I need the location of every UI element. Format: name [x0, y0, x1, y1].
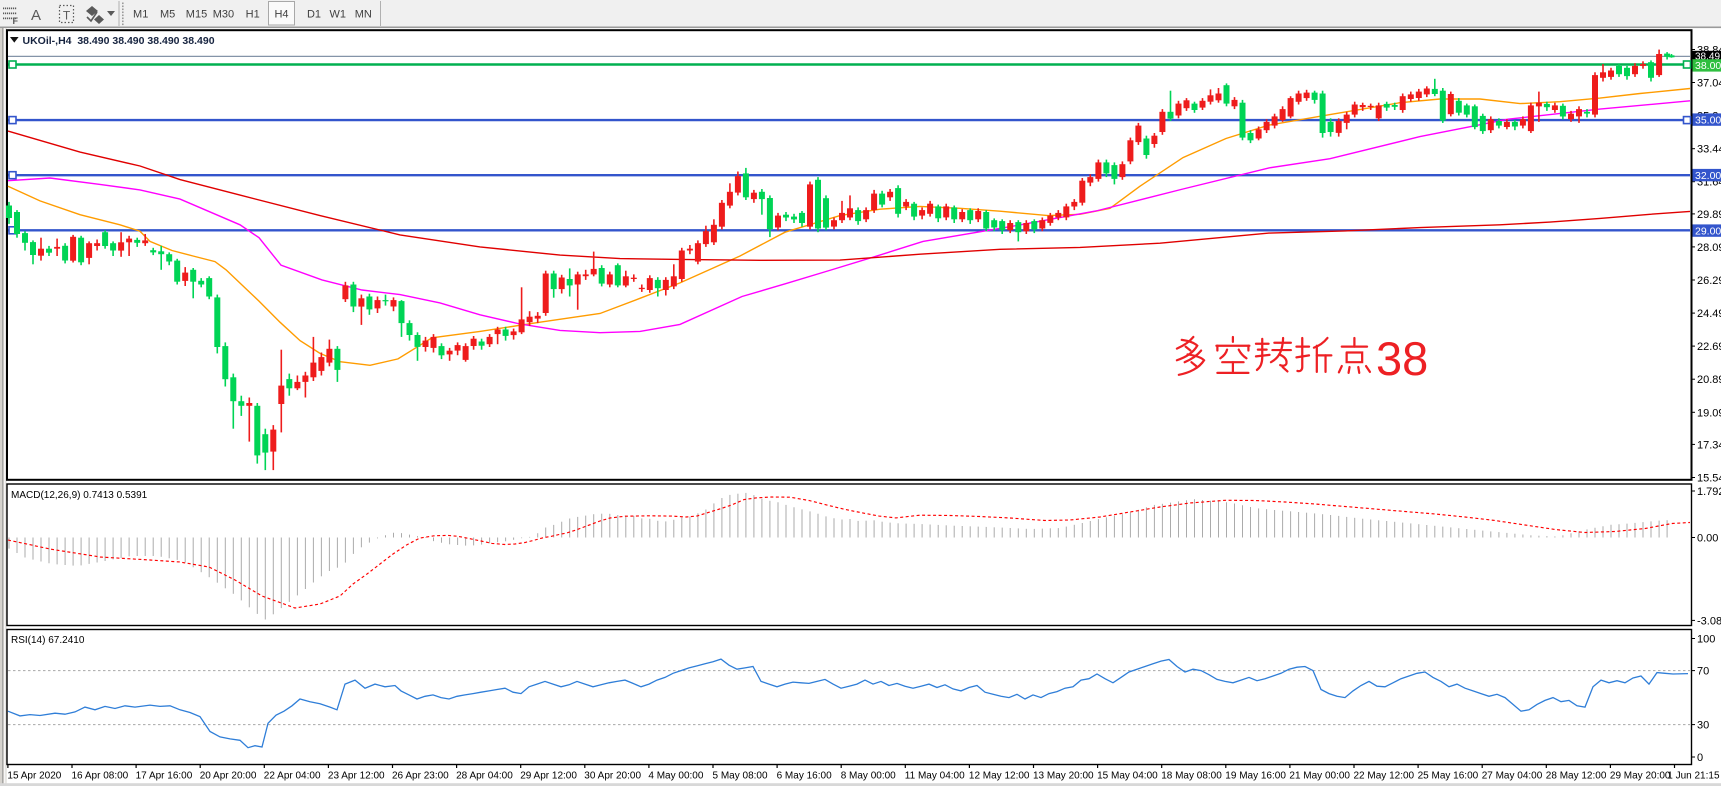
svg-text:17.346: 17.346	[1697, 439, 1721, 451]
svg-text:18 May 08:00: 18 May 08:00	[1161, 771, 1222, 782]
svg-text:28 May 12:00: 28 May 12:00	[1546, 771, 1607, 782]
svg-text:28.096: 28.096	[1697, 242, 1721, 254]
svg-text:6 May 16:00: 6 May 16:00	[777, 771, 832, 782]
svg-text:5 May 08:00: 5 May 08:00	[713, 771, 768, 782]
svg-text:27 May 04:00: 27 May 04:00	[1482, 771, 1543, 782]
svg-text:70: 70	[1697, 666, 1709, 678]
svg-text:M5: M5	[160, 9, 175, 21]
svg-text:30: 30	[1697, 720, 1709, 732]
svg-text:1 Jun 21:15: 1 Jun 21:15	[1667, 771, 1720, 782]
svg-text:MACD(12,26,9) 0.7413 0.5391: MACD(12,26,9) 0.7413 0.5391	[11, 490, 148, 501]
svg-text:26.296: 26.296	[1697, 275, 1721, 287]
svg-text:21 May 00:00: 21 May 00:00	[1289, 771, 1350, 782]
svg-text:M15: M15	[186, 9, 207, 21]
svg-text:8 May 00:00: 8 May 00:00	[841, 771, 896, 782]
svg-text:29.896: 29.896	[1697, 209, 1721, 221]
svg-text:15 May 04:00: 15 May 04:00	[1097, 771, 1158, 782]
svg-text:15.546: 15.546	[1697, 473, 1721, 485]
svg-text:22 Apr 04:00: 22 Apr 04:00	[264, 771, 321, 782]
svg-text:A: A	[31, 7, 41, 24]
svg-text:H4: H4	[274, 9, 288, 21]
svg-text:16 Apr 08:00: 16 Apr 08:00	[72, 771, 129, 782]
svg-text:4 May 00:00: 4 May 00:00	[648, 771, 703, 782]
svg-text:37.046: 37.046	[1697, 78, 1721, 90]
svg-text:32.00: 32.00	[1695, 170, 1721, 182]
svg-text:0.00: 0.00	[1697, 533, 1718, 545]
svg-text:1.7925: 1.7925	[1697, 486, 1721, 498]
svg-text:20.896: 20.896	[1697, 374, 1721, 386]
svg-text:D1: D1	[307, 9, 321, 21]
svg-text:F: F	[13, 16, 19, 26]
svg-text:29.00: 29.00	[1695, 225, 1721, 237]
svg-text:W1: W1	[330, 9, 347, 21]
svg-text:20 Apr 20:00: 20 Apr 20:00	[200, 771, 257, 782]
svg-text:11 May 04:00: 11 May 04:00	[905, 771, 965, 782]
svg-text:38: 38	[1376, 332, 1428, 385]
svg-text:29 Apr 12:00: 29 Apr 12:00	[520, 771, 577, 782]
svg-text:RSI(14) 67.2410: RSI(14) 67.2410	[11, 635, 85, 646]
svg-text:29 May 20:00: 29 May 20:00	[1610, 771, 1671, 782]
svg-text:15 Apr 2020: 15 Apr 2020	[7, 771, 61, 782]
svg-text:H1: H1	[246, 9, 260, 21]
svg-text:MN: MN	[355, 9, 372, 21]
svg-text:13 May 20:00: 13 May 20:00	[1033, 771, 1094, 782]
svg-text:UKOil-,H4 38.490 38.490 38.49: UKOil-,H4 38.490 38.490 38.490 38.490	[23, 35, 215, 47]
svg-text:22 May 12:00: 22 May 12:00	[1354, 771, 1415, 782]
svg-text:100: 100	[1697, 634, 1715, 646]
svg-text:25 May 16:00: 25 May 16:00	[1418, 771, 1479, 782]
svg-text:28 Apr 04:00: 28 Apr 04:00	[456, 771, 513, 782]
svg-text:T: T	[63, 9, 71, 23]
svg-text:23 Apr 12:00: 23 Apr 12:00	[328, 771, 385, 782]
svg-text:33.446: 33.446	[1697, 144, 1721, 156]
svg-text:19 May 16:00: 19 May 16:00	[1225, 771, 1286, 782]
svg-text:19.096: 19.096	[1697, 407, 1721, 419]
svg-text:12 May 12:00: 12 May 12:00	[969, 771, 1030, 782]
svg-text:35.00: 35.00	[1695, 114, 1721, 126]
svg-text:M30: M30	[213, 9, 234, 21]
svg-text:38.00: 38.00	[1695, 60, 1721, 72]
svg-text:17 Apr 16:00: 17 Apr 16:00	[136, 771, 193, 782]
svg-text:-3.081: -3.081	[1697, 615, 1721, 627]
svg-text:30 Apr 20:00: 30 Apr 20:00	[584, 771, 641, 782]
svg-text:22.696: 22.696	[1697, 341, 1721, 353]
svg-text:26 Apr 23:00: 26 Apr 23:00	[392, 771, 449, 782]
svg-text:0: 0	[1697, 752, 1703, 764]
svg-text:24.496: 24.496	[1697, 308, 1721, 320]
svg-text:M1: M1	[133, 9, 148, 21]
